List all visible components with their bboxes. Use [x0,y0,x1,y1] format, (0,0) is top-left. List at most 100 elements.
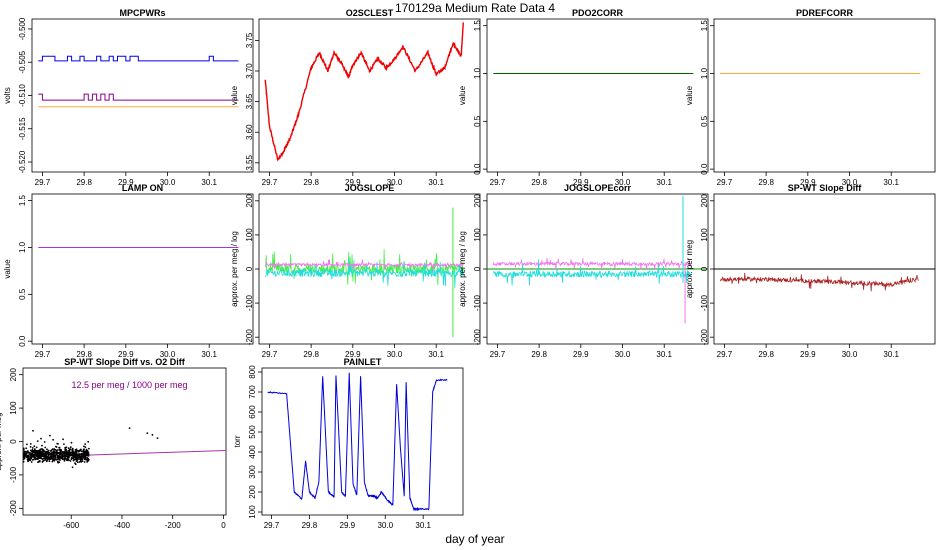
scatter-point [23,447,25,450]
scatter-point [26,450,28,453]
y-tick-label: 3.75 [245,32,254,48]
y-tick-label: 500 [248,425,257,439]
scatter-point [32,429,34,432]
x-tick-label: 29.8 [303,178,319,187]
scatter-point [31,450,33,453]
scatter-point [43,452,46,455]
scatter-point [25,447,28,450]
scatter-point [84,457,87,459]
figure-x-axis-label: day of year [445,532,504,546]
scatter-point [31,447,34,449]
scatter-point [40,437,42,440]
x-tick-label: 30.1 [428,178,444,187]
scatter-point [82,453,84,455]
x-tick-label: 29.7 [490,350,506,359]
y-tick-label: 100 [245,228,254,242]
scatter-point [23,458,25,460]
scatter-point [84,443,87,445]
panel-jogslopecorr: JOGSLOPEcorr approx. per meg / log 29.7 29.… [458,183,709,359]
panel-jogslope: JOGSLOPE approx. per meg / log 29.7 29.8 29.… [230,183,481,359]
scatter-point [51,460,54,463]
y-tick-label: 100 [700,228,709,242]
scatter-point [53,448,55,450]
y-tick-label: 700 [248,385,257,399]
scatter-point [64,449,67,452]
scatter-point [87,457,89,460]
scatter-point [50,453,52,456]
scatter-point [33,454,36,457]
scatter-point [80,460,82,463]
y-tick-label: 200 [700,194,709,208]
scatter-point [58,452,61,455]
scatter-point [30,457,33,460]
y-tick-label: 0.5 [473,115,482,127]
x-tick-label: 29.9 [118,178,134,187]
scatter-point [30,461,33,463]
scatter-point [77,450,79,452]
y-tick-label: 1.5 [700,20,709,32]
scatter-point [59,456,61,459]
panel-title: MPCPWRs [119,8,165,18]
panel-title: PDREFCORR [796,8,854,18]
y-tick-label: 200 [473,194,482,208]
scatter-point [39,448,42,451]
y-axis-label: torr [233,435,242,447]
y-tick-label: 100 [9,401,18,415]
scatter-point [88,447,90,450]
scatter-point [86,461,89,463]
scatter-point [64,451,66,453]
scatter-point [62,458,64,460]
y-tick-label: 800 [248,365,257,379]
scatter-point [46,448,48,451]
scatter-point [56,460,59,463]
plot-frame [22,367,227,516]
scatter-point [36,440,39,442]
y-tick-label: 0.0 [700,163,709,175]
x-tick-label: 30.1 [428,350,444,359]
series-line-0 [267,372,448,512]
y-axis-label: volts [3,87,12,103]
scatter-point [70,457,73,459]
scatter-point [76,457,79,460]
panel-title: LAMP ON [122,183,163,193]
y-axis-label: value [458,85,467,105]
panel-lampon: LAMP ON value 29.7 29.8 29.9 30.0 30.1 0.0 0.5 1.… [3,183,254,359]
x-tick-label: 29.9 [573,178,589,187]
scatter-point [52,450,55,452]
x-tick-label: 30.0 [160,178,176,187]
scatter-point [55,458,57,461]
scatter-point [63,457,66,460]
y-tick-label: 400 [248,445,257,459]
scatter-point [46,458,49,461]
y-tick-label: 0 [700,266,709,271]
scatter-point [83,445,85,448]
scatter-point [23,454,26,456]
scatter-point [54,449,57,451]
y-tick-label: -100 [700,295,709,312]
panel-title: PDO2CORR [572,8,624,18]
panel-pdrefcorr: PDREFCORR value 29.7 29.8 29.9 30.0 30.1 0.0 0.5… [685,8,936,187]
scatter-point [83,458,86,461]
scatter-point [53,458,56,461]
y-axis-label: approx. per meg / log [458,231,467,307]
scatter-point [78,453,81,456]
y-tick-label: 1.0 [18,241,27,253]
scatter-point [56,449,59,451]
scatter-point [48,460,51,463]
panel-grid: MPCPWRs volts 29.7 29.8 29.9 30.0 30.1 -0.520 -0… [0,8,936,530]
scatter-point [34,458,37,461]
series-line-1 [38,93,239,101]
scatter-point [26,458,29,461]
y-axis-label: approx. per meg [0,412,3,470]
x-tick-label: 29.9 [345,350,361,359]
scatter-point [26,443,28,446]
y-tick-label: -100 [473,295,482,312]
scatter-point [58,461,61,464]
scatter-annotation: 12.5 per meg / 1000 per meg [71,380,187,390]
scatter-point [41,458,44,460]
y-tick-label: 3.60 [245,124,254,140]
y-tick-label: 600 [248,405,257,419]
x-tick-label: 29.7 [262,178,278,187]
scatter-point [66,455,69,458]
scatter-point [34,456,36,459]
